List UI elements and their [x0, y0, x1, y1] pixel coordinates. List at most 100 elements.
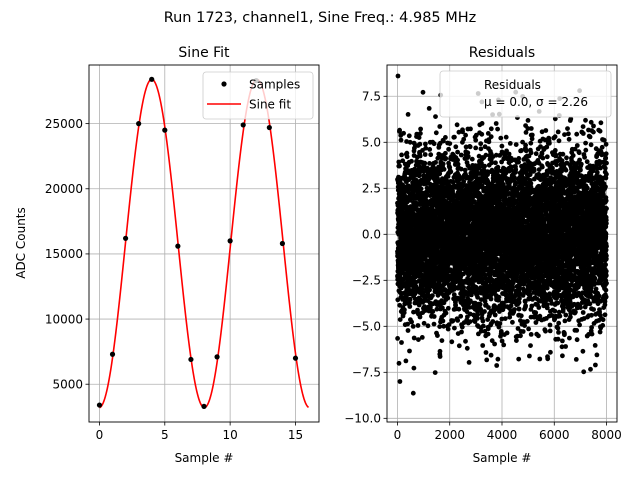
- residual-point: [440, 161, 446, 167]
- residual-point: [443, 156, 449, 161]
- residual-point: [498, 135, 504, 141]
- residual-point: [431, 141, 437, 147]
- residual-point: [456, 343, 462, 349]
- sine-fit-legend: Samples Sine fit: [202, 71, 314, 120]
- residual-point: [517, 296, 522, 301]
- residual-point: [516, 156, 522, 161]
- residual-point: [431, 314, 437, 319]
- residual-point: [464, 345, 470, 351]
- residual-point: [414, 131, 420, 137]
- residual-point: [438, 287, 443, 293]
- residual-point: [462, 167, 468, 173]
- residual-point: [516, 306, 522, 312]
- residual-point: [480, 318, 486, 324]
- residual-point: [455, 318, 461, 323]
- residual-point: [467, 319, 473, 324]
- residual-point: [435, 333, 440, 338]
- residual-point: [461, 136, 467, 142]
- residual-point: [398, 137, 404, 143]
- residual-point: [455, 149, 460, 155]
- residual-point: [395, 336, 400, 341]
- residual-point: [458, 313, 464, 319]
- residual-point: [407, 296, 413, 302]
- residual-point: [437, 324, 443, 329]
- residual-point: [446, 322, 452, 327]
- residual-point: [427, 147, 433, 152]
- residual-point: [499, 143, 505, 149]
- residual-point: [488, 296, 494, 302]
- residual-point: [478, 146, 484, 152]
- sample-point: [175, 243, 181, 249]
- residual-point: [422, 160, 428, 166]
- residual-point: [437, 348, 443, 354]
- residual-point: [440, 305, 445, 311]
- residual-point: [431, 321, 437, 327]
- sine-fit-ylabel: ADC Counts: [14, 207, 28, 279]
- sine-fit-ytick-label: 10000: [45, 312, 83, 326]
- residual-point: [454, 122, 460, 128]
- sine-fit-title: Sine Fit: [178, 45, 230, 61]
- sine-fit-ytick-label: 20000: [45, 182, 83, 196]
- residual-point: [416, 337, 421, 342]
- residual-point: [397, 127, 402, 133]
- residual-point: [437, 171, 443, 177]
- residual-point: [409, 319, 414, 325]
- residual-point: [422, 152, 428, 157]
- residual-point: [428, 152, 434, 158]
- residual-point: [492, 312, 498, 318]
- sample-point: [162, 127, 168, 133]
- residual-point: [404, 150, 410, 156]
- residual-point: [419, 335, 425, 340]
- residual-point: [400, 158, 406, 164]
- residual-point: [473, 145, 479, 151]
- residual-point: [425, 323, 431, 329]
- residual-point: [417, 153, 423, 159]
- sample-point: [201, 403, 207, 409]
- residual-point: [397, 317, 403, 322]
- residual-point: [479, 131, 485, 137]
- residual-point: [469, 156, 475, 162]
- residual-point: [418, 126, 423, 132]
- residual-point: [426, 106, 432, 111]
- residual-point: [486, 139, 492, 145]
- residual-point: [411, 365, 417, 371]
- residual-point: [401, 130, 406, 136]
- sine-fit-xtick-label: 0: [96, 428, 104, 442]
- residual-point: [420, 89, 426, 95]
- residual-point: [456, 129, 462, 135]
- residual-point: [512, 307, 517, 312]
- residual-point: [450, 318, 456, 324]
- sample-point: [96, 402, 103, 408]
- residual-point: [513, 167, 519, 172]
- residual-point: [460, 129, 465, 135]
- sample-point: [214, 354, 220, 360]
- residual-point: [455, 161, 461, 167]
- residual-point: [463, 132, 468, 138]
- residuals-title: Residuals: [469, 45, 535, 61]
- residual-point: [443, 150, 448, 156]
- residual-point: [510, 319, 515, 325]
- residual-point: [461, 285, 466, 290]
- residual-point: [422, 308, 428, 313]
- residual-point: [406, 133, 412, 139]
- residual-point: [430, 309, 436, 314]
- residual-point: [443, 310, 449, 316]
- residual-point: [404, 154, 410, 160]
- residual-point: [484, 357, 490, 363]
- residual-point: [434, 306, 440, 312]
- residual-point: [488, 352, 494, 358]
- residual-point: [513, 142, 519, 148]
- legend-samples-label: Samples: [249, 78, 300, 92]
- sample-point: [292, 355, 299, 361]
- residual-point: [410, 390, 416, 396]
- sample-point: [266, 124, 272, 131]
- residual-point: [493, 160, 498, 166]
- residual-point: [495, 126, 500, 132]
- residual-point: [480, 323, 486, 329]
- residual-point: [510, 284, 515, 290]
- residual-point: [418, 131, 423, 136]
- residual-point: [445, 326, 451, 332]
- residual-point: [518, 333, 523, 339]
- residual-point: [446, 146, 451, 152]
